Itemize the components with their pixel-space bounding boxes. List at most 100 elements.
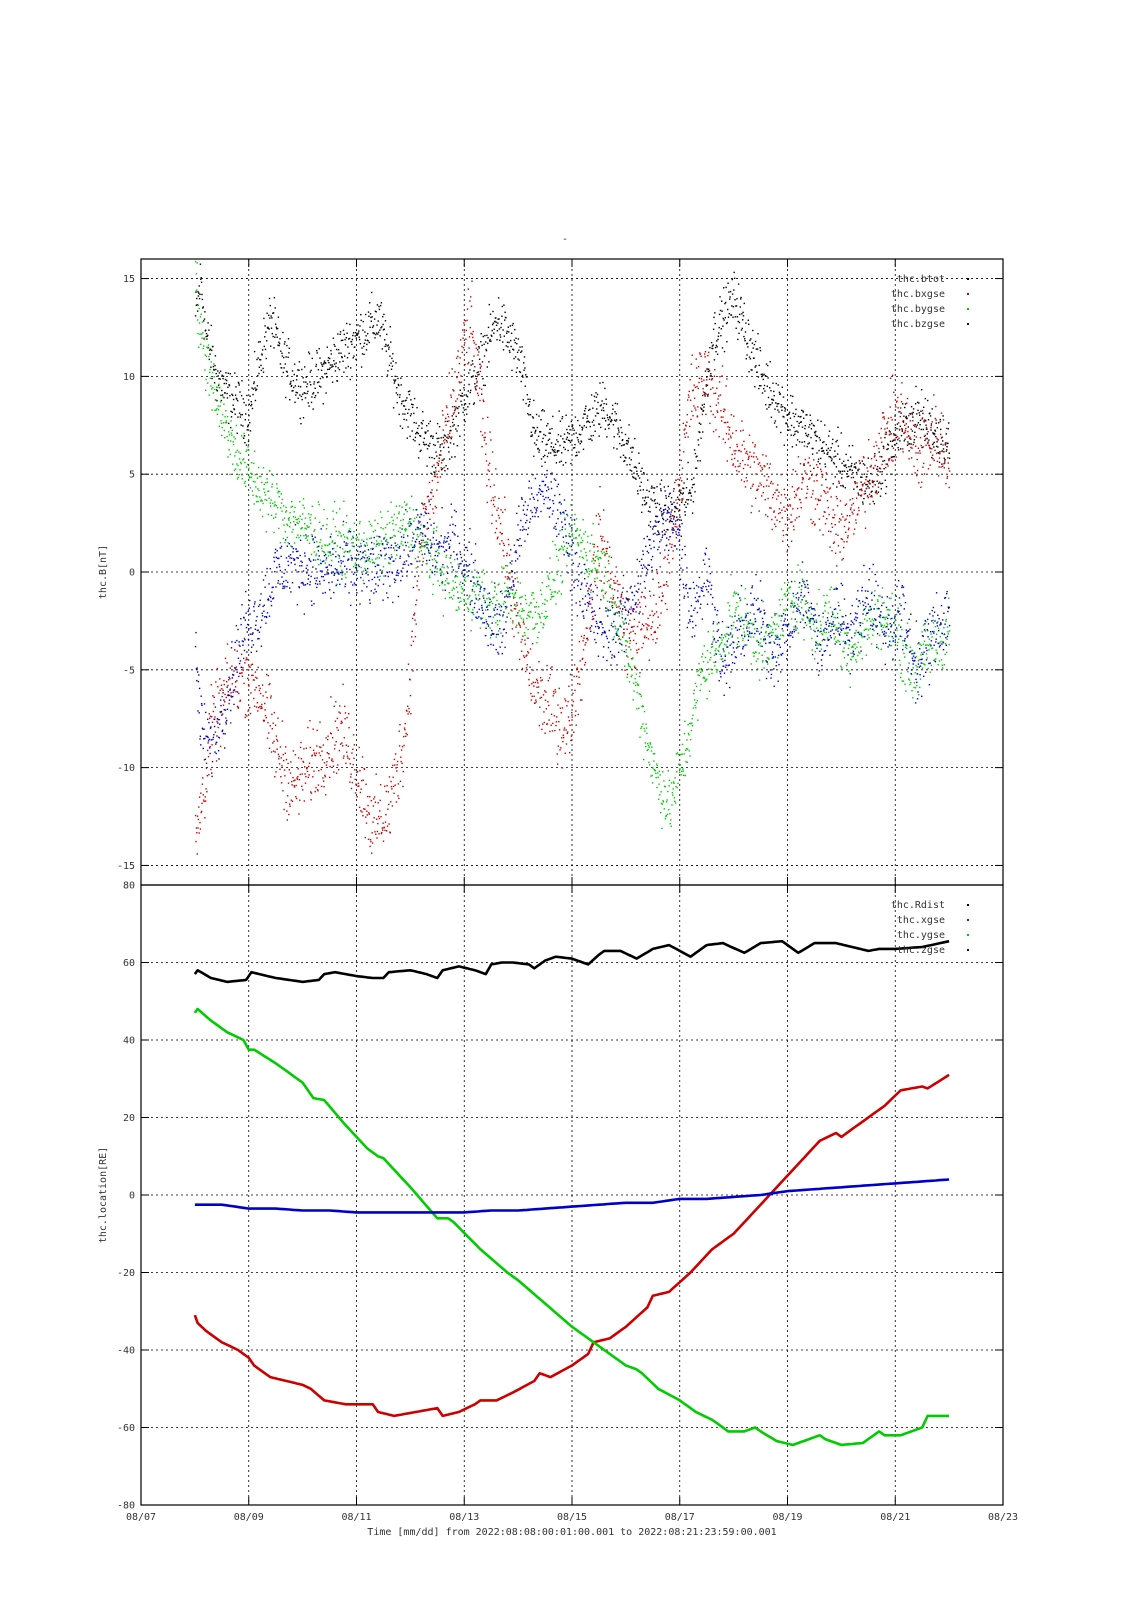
data-point: [292, 776, 294, 779]
data-point: [626, 440, 628, 442]
data-point: [468, 336, 471, 338]
data-point: [879, 495, 882, 497]
data-point: [716, 410, 718, 412]
data-point: [292, 528, 294, 531]
data-point: [299, 799, 301, 801]
data-point: [548, 677, 551, 679]
data-point: [685, 501, 687, 503]
data-point: [249, 422, 251, 424]
data-point: [240, 394, 243, 397]
data-point: [614, 411, 616, 413]
data-point: [306, 392, 308, 395]
data-point: [426, 448, 429, 450]
data-point: [641, 623, 644, 625]
data-point: [285, 510, 288, 512]
data-point: [552, 690, 555, 693]
data-point: [547, 575, 549, 577]
data-point: [502, 615, 504, 617]
data-point: [233, 408, 236, 411]
data-point: [792, 434, 795, 437]
data-point: [247, 683, 250, 686]
data-point: [721, 375, 723, 377]
data-point: [531, 435, 533, 437]
data-point: [270, 751, 273, 753]
data-point: [287, 782, 290, 784]
data-point: [554, 449, 556, 451]
data-point: [859, 489, 861, 491]
data-point: [240, 672, 242, 675]
data-point: [561, 416, 564, 418]
data-point: [596, 569, 599, 571]
data-point: [523, 623, 525, 625]
data-point: [905, 427, 907, 430]
data-point: [266, 673, 268, 676]
data-point: [603, 540, 606, 542]
data-point: [741, 420, 743, 422]
data-point: [629, 642, 631, 644]
data-point: [504, 582, 506, 584]
data-point: [598, 562, 600, 565]
data-point: [304, 397, 307, 399]
data-point: [431, 465, 434, 468]
data-point: [948, 486, 950, 489]
data-point: [560, 460, 562, 462]
data-point: [669, 519, 671, 522]
data-point: [386, 374, 389, 376]
data-point: [535, 701, 537, 703]
data-point: [321, 365, 324, 367]
data-point: [693, 405, 695, 407]
data-point: [866, 487, 868, 489]
data-point: [243, 657, 245, 660]
data-point: [295, 391, 297, 394]
data-point: [213, 363, 215, 365]
data-point: [938, 457, 941, 459]
data-point: [594, 578, 596, 580]
data-point: [667, 790, 669, 793]
data-point: [451, 406, 454, 408]
data-point: [456, 376, 458, 379]
data-point: [559, 444, 561, 447]
data-point: [649, 742, 651, 744]
data-point: [582, 640, 584, 642]
data-point: [727, 438, 730, 440]
data-point: [665, 497, 667, 499]
data-point: [718, 313, 721, 316]
data-point: [419, 435, 422, 437]
data-point: [643, 500, 646, 502]
data-point: [456, 398, 459, 400]
data-point: [898, 437, 900, 439]
data-point: [868, 487, 870, 489]
data-point: [862, 485, 864, 487]
data-point: [284, 541, 286, 544]
data-point: [778, 508, 781, 510]
data-point: [774, 492, 776, 494]
data-point: [464, 403, 466, 405]
data-point: [643, 758, 645, 761]
data-point: [259, 500, 262, 502]
data-point: [223, 429, 225, 432]
data-point: [368, 341, 370, 344]
data-point: [355, 783, 357, 785]
data-point: [699, 460, 701, 462]
data-point: [671, 527, 674, 529]
data-point: [271, 317, 273, 319]
data-point: [209, 371, 211, 373]
data-point: [423, 514, 425, 517]
data-point: [528, 604, 530, 607]
data-point: [434, 473, 436, 476]
data-point: [253, 705, 256, 707]
data-point: [782, 534, 785, 537]
data-point: [317, 790, 319, 792]
data-point: [332, 760, 334, 763]
data-point: [893, 444, 896, 446]
data-point: [326, 761, 328, 763]
data-point: [448, 592, 450, 594]
data-point: [609, 586, 611, 589]
data-point: [449, 425, 452, 428]
data-point: [518, 349, 520, 351]
data-point: [267, 721, 269, 724]
data-point: [792, 525, 795, 527]
data-point: [281, 765, 283, 767]
data-point: [261, 684, 264, 686]
data-point: [394, 375, 396, 378]
